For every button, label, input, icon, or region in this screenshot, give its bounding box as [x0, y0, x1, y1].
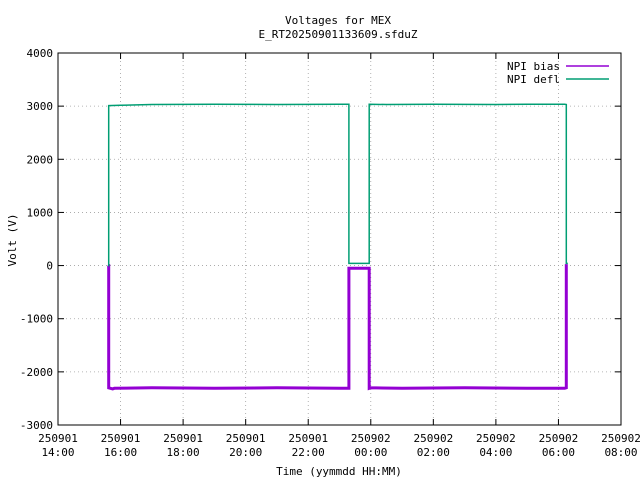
x-tick-time: 08:00	[604, 446, 637, 459]
x-tick-date: 250901	[38, 432, 78, 445]
chart-title: Voltages for MEX	[285, 14, 391, 27]
x-tick-date: 250901	[163, 432, 203, 445]
y-axis-ticks: -3000 -2000 -1000 0 1000 2000 3000 4000	[20, 47, 621, 432]
x-tick-time: 14:00	[41, 446, 74, 459]
y-tick-label: 3000	[27, 100, 54, 113]
y-tick-label: 4000	[27, 47, 54, 60]
x-tick-date: 250901	[288, 432, 328, 445]
x-tick-date: 250902	[476, 432, 516, 445]
x-tick-time: 16:00	[104, 446, 137, 459]
y-tick-label: -2000	[20, 366, 53, 379]
series-line-npi-defl	[107, 103, 568, 267]
y-tick-label: 2000	[27, 153, 54, 166]
y-axis-label: Volt (V)	[6, 214, 19, 267]
x-tick-time: 22:00	[292, 446, 325, 459]
x-tick-time: 00:00	[354, 446, 387, 459]
y-tick-label: 0	[46, 260, 53, 273]
chart-subtitle: E_RT20250901133609.sfduZ	[259, 28, 418, 41]
x-tick-date: 250901	[101, 432, 141, 445]
x-tick-date: 250901	[226, 432, 266, 445]
series-layer	[107, 103, 568, 391]
x-axis-ticks: 25090114:0025090116:0025090118:002509012…	[38, 53, 640, 459]
y-tick-label: -1000	[20, 313, 53, 326]
x-axis-label: Time (yymmdd HH:MM)	[276, 465, 402, 478]
x-tick-time: 06:00	[542, 446, 575, 459]
y-tick-label: -3000	[20, 419, 53, 432]
x-tick-date: 250902	[601, 432, 640, 445]
legend-label: NPI bias	[507, 60, 560, 73]
series-line-npi-bias	[107, 264, 568, 391]
legend-label: NPI defl	[507, 73, 560, 86]
x-tick-date: 250902	[539, 432, 579, 445]
x-tick-date: 250902	[351, 432, 391, 445]
x-tick-time: 04:00	[479, 446, 512, 459]
x-tick-time: 02:00	[417, 446, 450, 459]
plot-frame	[57, 52, 622, 426]
x-tick-time: 18:00	[167, 446, 200, 459]
x-tick-date: 250902	[413, 432, 453, 445]
x-tick-time: 20:00	[229, 446, 262, 459]
y-tick-label: 1000	[27, 206, 54, 219]
